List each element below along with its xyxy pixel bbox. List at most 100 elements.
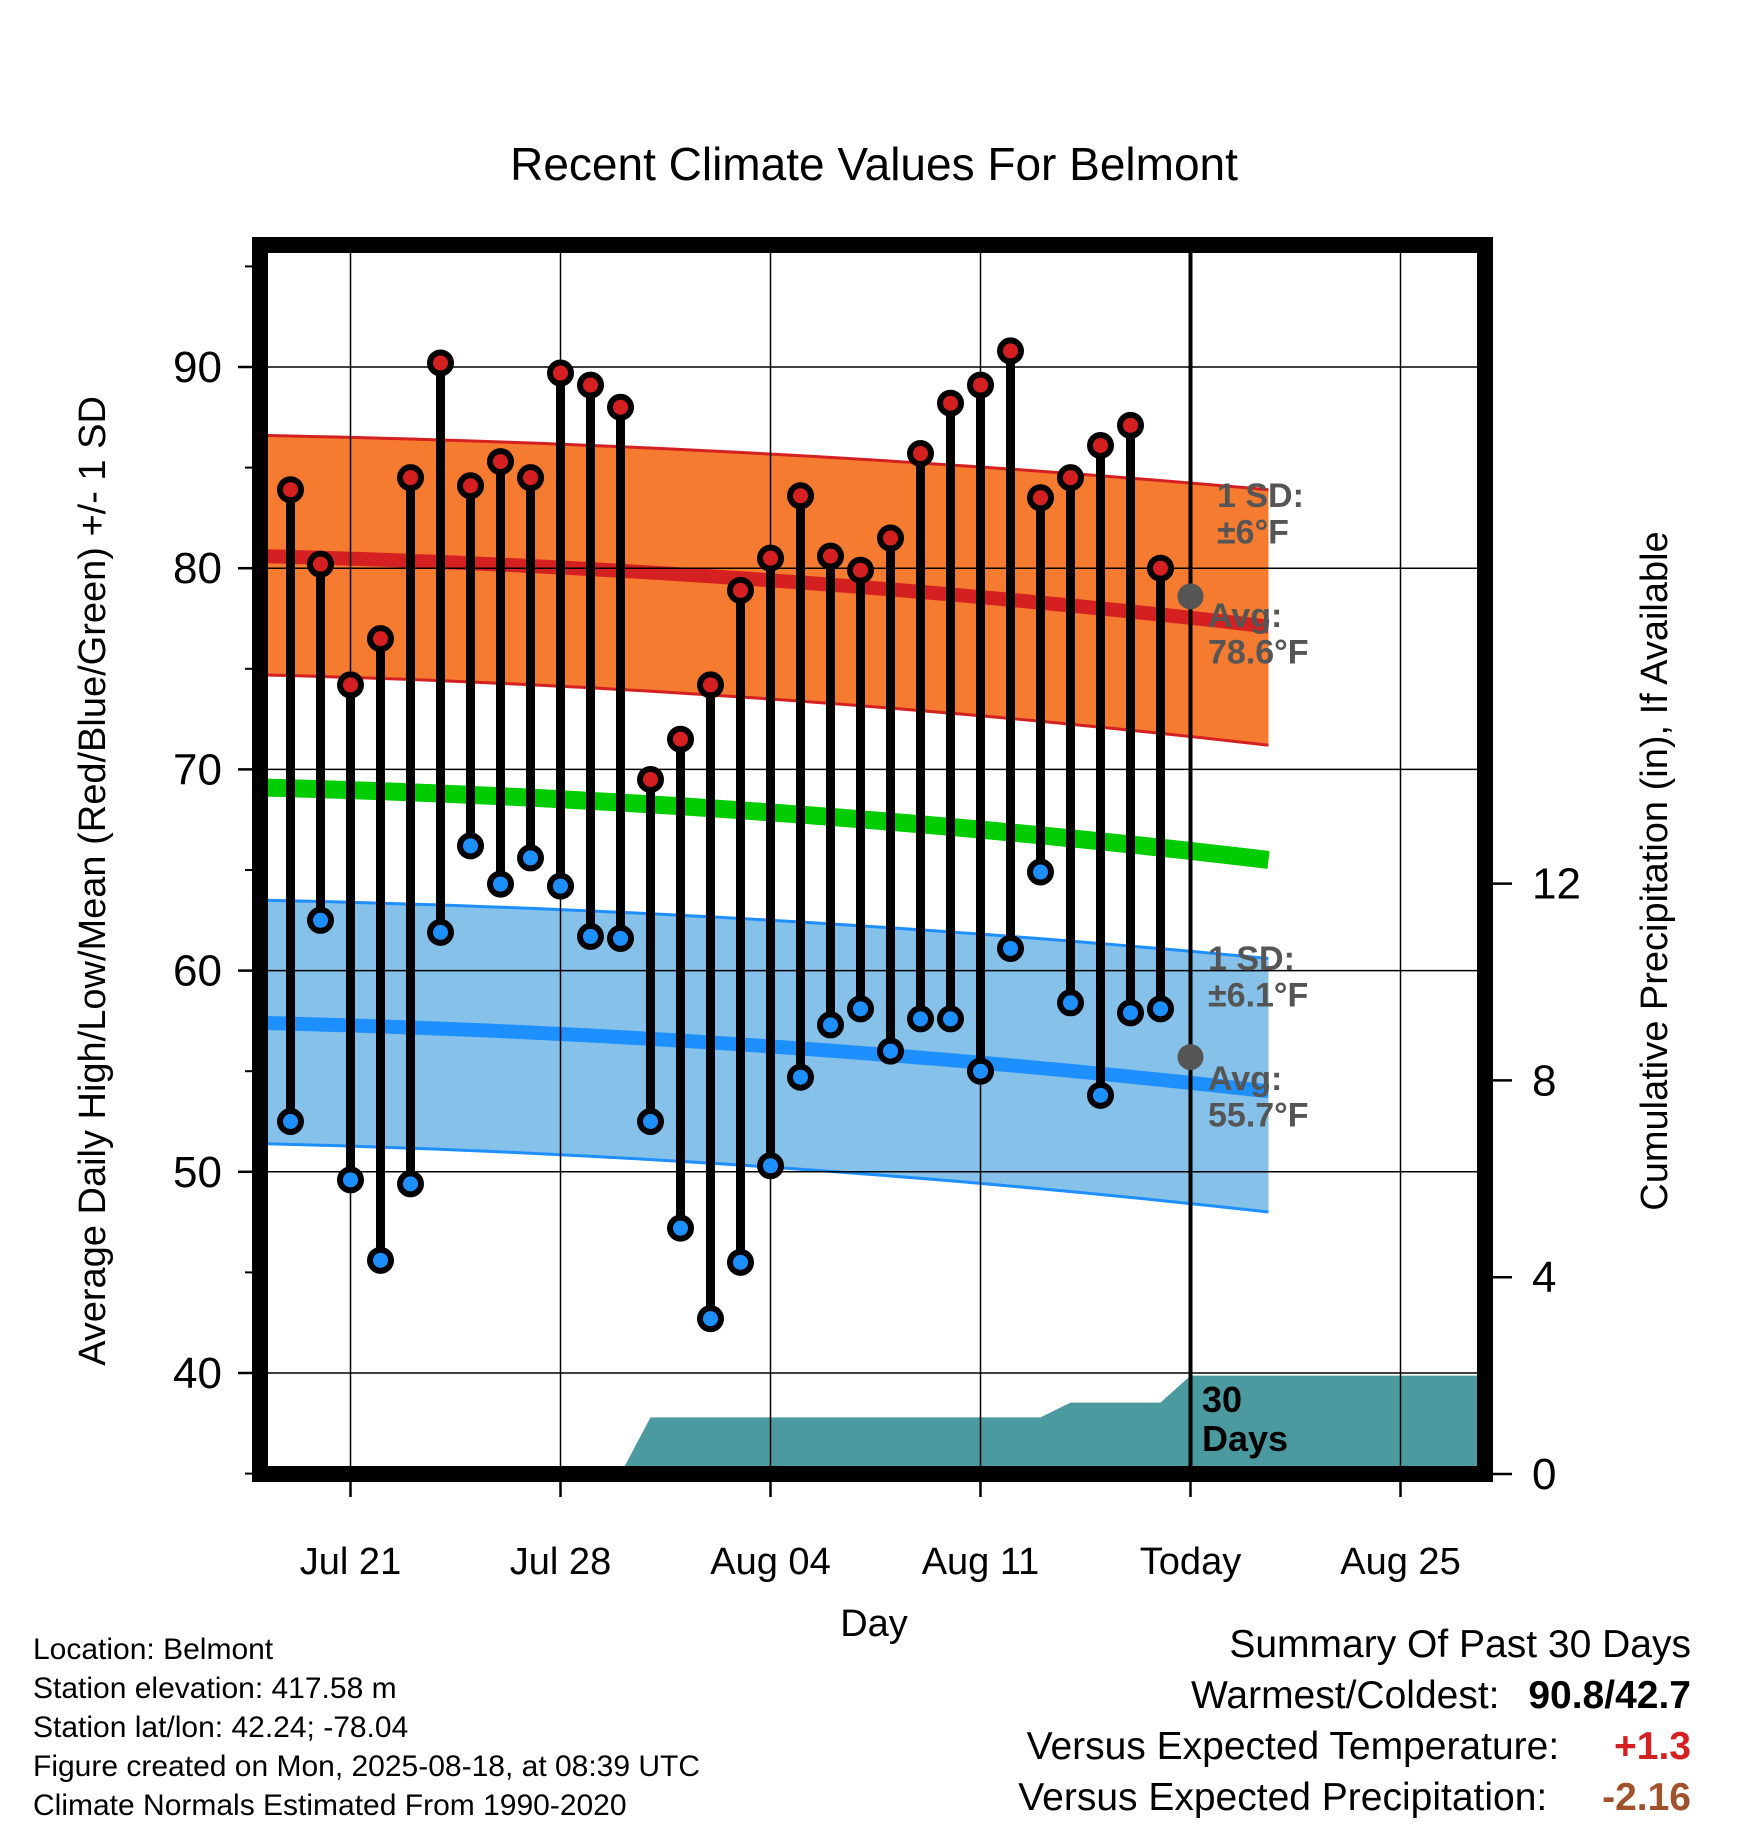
- low-temp-point: [817, 1011, 844, 1039]
- summary-precipitation: Versus Expected Precipitation: -2.16: [1018, 1772, 1691, 1823]
- high-temp-point: [847, 556, 874, 584]
- x-axis-label: Day: [840, 1603, 908, 1645]
- summary-title: Summary Of Past 30 Days: [1229, 1623, 1691, 1666]
- high-temp-point: [1027, 484, 1054, 512]
- low-temp-point: [697, 1305, 724, 1333]
- low-temp-point: [877, 1037, 904, 1065]
- low-avg-marker: [1177, 1044, 1204, 1071]
- summary-warm-cold: Warmest/Coldest: 90.8/42.7: [1018, 1670, 1691, 1721]
- summary-temperature: Versus Expected Temperature: +1.3: [1018, 1721, 1691, 1772]
- y-tick-label: 60: [173, 947, 222, 996]
- y-tick-label: 50: [173, 1148, 222, 1197]
- low-avg-annotation-line: Avg:: [1208, 1060, 1282, 1098]
- high-temp-point: [1057, 464, 1084, 492]
- normals-text: Climate Normals Estimated From 1990-2020: [33, 1789, 627, 1822]
- y2-tick-label: 4: [1532, 1253, 1556, 1302]
- high-temp-point: [1087, 431, 1114, 459]
- plot-area: 1 SD: ±6°F Avg: 78.6°F 1 SD: ±6.1°F Avg: 55.7°F…: [173, 237, 1581, 1583]
- low-temp-point: [337, 1166, 364, 1194]
- low-temp-point: [637, 1108, 664, 1135]
- x-tick-label: Aug 11: [922, 1541, 1040, 1583]
- low-avg-annotation: Avg: 55.7°F: [1208, 1060, 1309, 1135]
- low-temp-point: [1147, 995, 1174, 1023]
- y2-tick-label: 0: [1532, 1450, 1556, 1499]
- chart-title: Recent Climate Values For Belmont: [510, 138, 1238, 190]
- high-temp-point: [817, 542, 844, 570]
- low-temp-point: [397, 1170, 424, 1198]
- low-temp-point: [847, 995, 874, 1023]
- low-temp-point: [1057, 989, 1084, 1017]
- high-avg-annotation-line: 78.6°F: [1208, 634, 1309, 672]
- high-temp-point: [607, 393, 634, 421]
- low-temp-point: [517, 844, 544, 872]
- low-temp-point: [577, 922, 604, 950]
- y2-tick-label: 12: [1532, 860, 1581, 909]
- temp-label: Versus Expected Temperature:: [1026, 1725, 1560, 1768]
- temp-value: +1.3: [1614, 1725, 1691, 1768]
- period-annotation-line: Days: [1202, 1418, 1288, 1459]
- high-temp-point: [457, 472, 484, 500]
- low-sd-annotation: 1 SD: ±6.1°F: [1208, 940, 1308, 1015]
- low-temp-point: [607, 924, 634, 952]
- elevation-text: Station elevation: 417.58 m: [33, 1672, 397, 1705]
- plot-inner: 1 SD: ±6°F Avg: 78.6°F 1 SD: ±6.1°F Avg: 55.7°F…: [260, 245, 1485, 1474]
- y-tick-label: 40: [173, 1349, 222, 1398]
- latlon-text: Station lat/lon: 42.24; -78.04: [33, 1711, 409, 1744]
- high-temp-point: [937, 389, 964, 417]
- high-temp-point: [727, 576, 754, 604]
- period-annotation: 30 Days: [1202, 1379, 1288, 1459]
- high-temp-point: [757, 544, 784, 572]
- high-temp-point: [337, 671, 364, 699]
- low-temp-point: [727, 1248, 754, 1276]
- x-tick-label: Aug 25: [1340, 1541, 1460, 1583]
- y-tick-label: 70: [173, 745, 222, 794]
- created-text: Figure created on Mon, 2025-08-18, at 08…: [33, 1750, 701, 1783]
- high-sd-band: [260, 435, 1269, 746]
- low-temp-point: [487, 870, 514, 898]
- precipitation-area: [290, 1375, 1485, 1474]
- high-temp-point: [907, 440, 934, 468]
- y2-tick-label: 8: [1532, 1056, 1556, 1105]
- low-temp-point: [967, 1057, 994, 1085]
- warm-cold-label: Warmest/Coldest:: [1191, 1674, 1500, 1717]
- high-temp-point: [637, 765, 664, 793]
- low-temp-point: [1027, 858, 1054, 886]
- y-axis-label: Average Daily High/Low/Mean (Red/Blue/Gr…: [72, 396, 114, 1366]
- x-tick-label: Jul 28: [510, 1541, 611, 1583]
- precip-label: Versus Expected Precipitation:: [1018, 1776, 1548, 1819]
- low-avg-annotation-line: 55.7°F: [1208, 1097, 1309, 1135]
- low-temp-point: [277, 1108, 304, 1135]
- low-temp-point: [547, 872, 574, 900]
- station-info: Location: Belmont Station elevation: 417…: [33, 1630, 700, 1825]
- low-temp-point: [1087, 1081, 1114, 1109]
- high-temp-point: [367, 625, 394, 653]
- location-text: Location: Belmont: [33, 1633, 274, 1666]
- low-temp-point: [907, 1005, 934, 1033]
- low-temp-point: [997, 934, 1024, 962]
- low-temp-point: [307, 906, 334, 934]
- high-sd-annotation-line: ±6°F: [1217, 514, 1289, 552]
- summary-panel: Summary Of Past 30 Days Warmest/Coldest:…: [1018, 1619, 1691, 1823]
- y2-axis-label: Cumulative Precipitation (in), If Availa…: [1634, 531, 1676, 1210]
- y-tick-label: 90: [173, 343, 222, 392]
- high-sd-annotation: 1 SD: ±6°F: [1217, 477, 1304, 552]
- period-annotation-line: 30: [1202, 1379, 1242, 1420]
- high-temp-point: [1147, 554, 1174, 582]
- low-temp-point: [1117, 999, 1144, 1027]
- low-sd-annotation-line: ±6.1°F: [1208, 977, 1308, 1015]
- low-temp-point: [757, 1152, 784, 1180]
- high-temp-point: [997, 337, 1024, 365]
- plot-frame: [252, 237, 1493, 1482]
- high-temp-point: [427, 349, 454, 377]
- precip-value: -2.16: [1602, 1776, 1691, 1819]
- high-temp-point: [487, 448, 514, 476]
- low-temp-point: [367, 1246, 394, 1274]
- high-temp-point: [787, 482, 814, 510]
- x-tick-label: Aug 04: [710, 1541, 830, 1583]
- high-temp-point: [397, 464, 424, 492]
- low-temp-point: [457, 832, 484, 860]
- high-temp-point: [307, 550, 334, 578]
- high-temp-point: [517, 464, 544, 492]
- high-temp-point: [277, 476, 304, 504]
